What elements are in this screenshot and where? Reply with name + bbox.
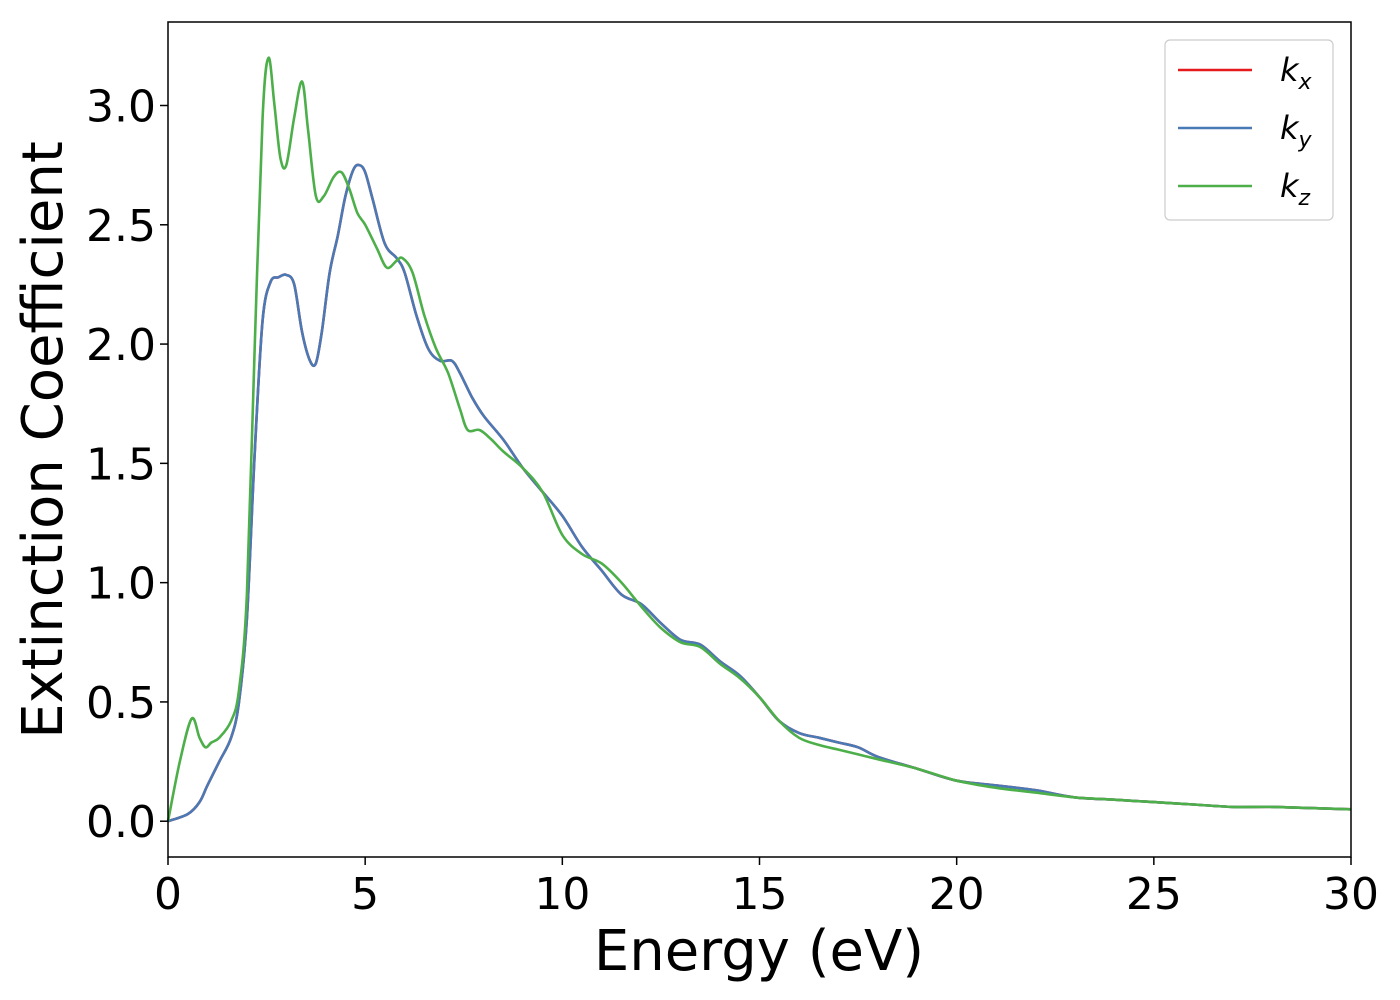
x-axis: 0 5 10 15 20 25 30 <box>154 857 1379 920</box>
x-tick-label: 15 <box>732 869 788 920</box>
plot-lines <box>166 56 1352 823</box>
legend-label-y: ky <box>1280 109 1313 153</box>
y-tick-label: 3.0 <box>86 82 156 133</box>
legend-label-z: kz <box>1280 167 1311 211</box>
x-tick-label: 30 <box>1323 869 1379 920</box>
legend-items: kx ky kz <box>1178 51 1313 211</box>
legend-box <box>1164 39 1334 221</box>
y-tick-label: 1.5 <box>86 439 156 490</box>
series-line-y <box>167 163 1352 823</box>
y-axis-title: Extinction Coefficient <box>11 141 76 739</box>
y-axis: 0.0 0.5 1.0 1.5 2.0 2.5 3.0 <box>86 82 168 848</box>
x-tick-label: 10 <box>534 869 590 920</box>
y-tick-label: 1.0 <box>86 559 156 610</box>
x-tick-label: 5 <box>351 869 379 920</box>
x-tick-label: 0 <box>154 869 182 920</box>
legend: kx ky kz <box>1164 39 1334 221</box>
y-tick-label: 2.5 <box>86 201 156 252</box>
x-tick-label: 25 <box>1126 869 1182 920</box>
legend-label-x: kx <box>1280 51 1313 95</box>
x-axis-title: Energy (eV) <box>594 919 924 984</box>
y-tick-label: 0.0 <box>86 797 156 848</box>
series-line-z <box>166 56 1352 822</box>
x-tick-label: 20 <box>929 869 985 920</box>
series-line-x <box>167 163 1352 823</box>
y-tick-label: 2.0 <box>86 320 156 371</box>
y-tick-label: 0.5 <box>86 678 156 729</box>
